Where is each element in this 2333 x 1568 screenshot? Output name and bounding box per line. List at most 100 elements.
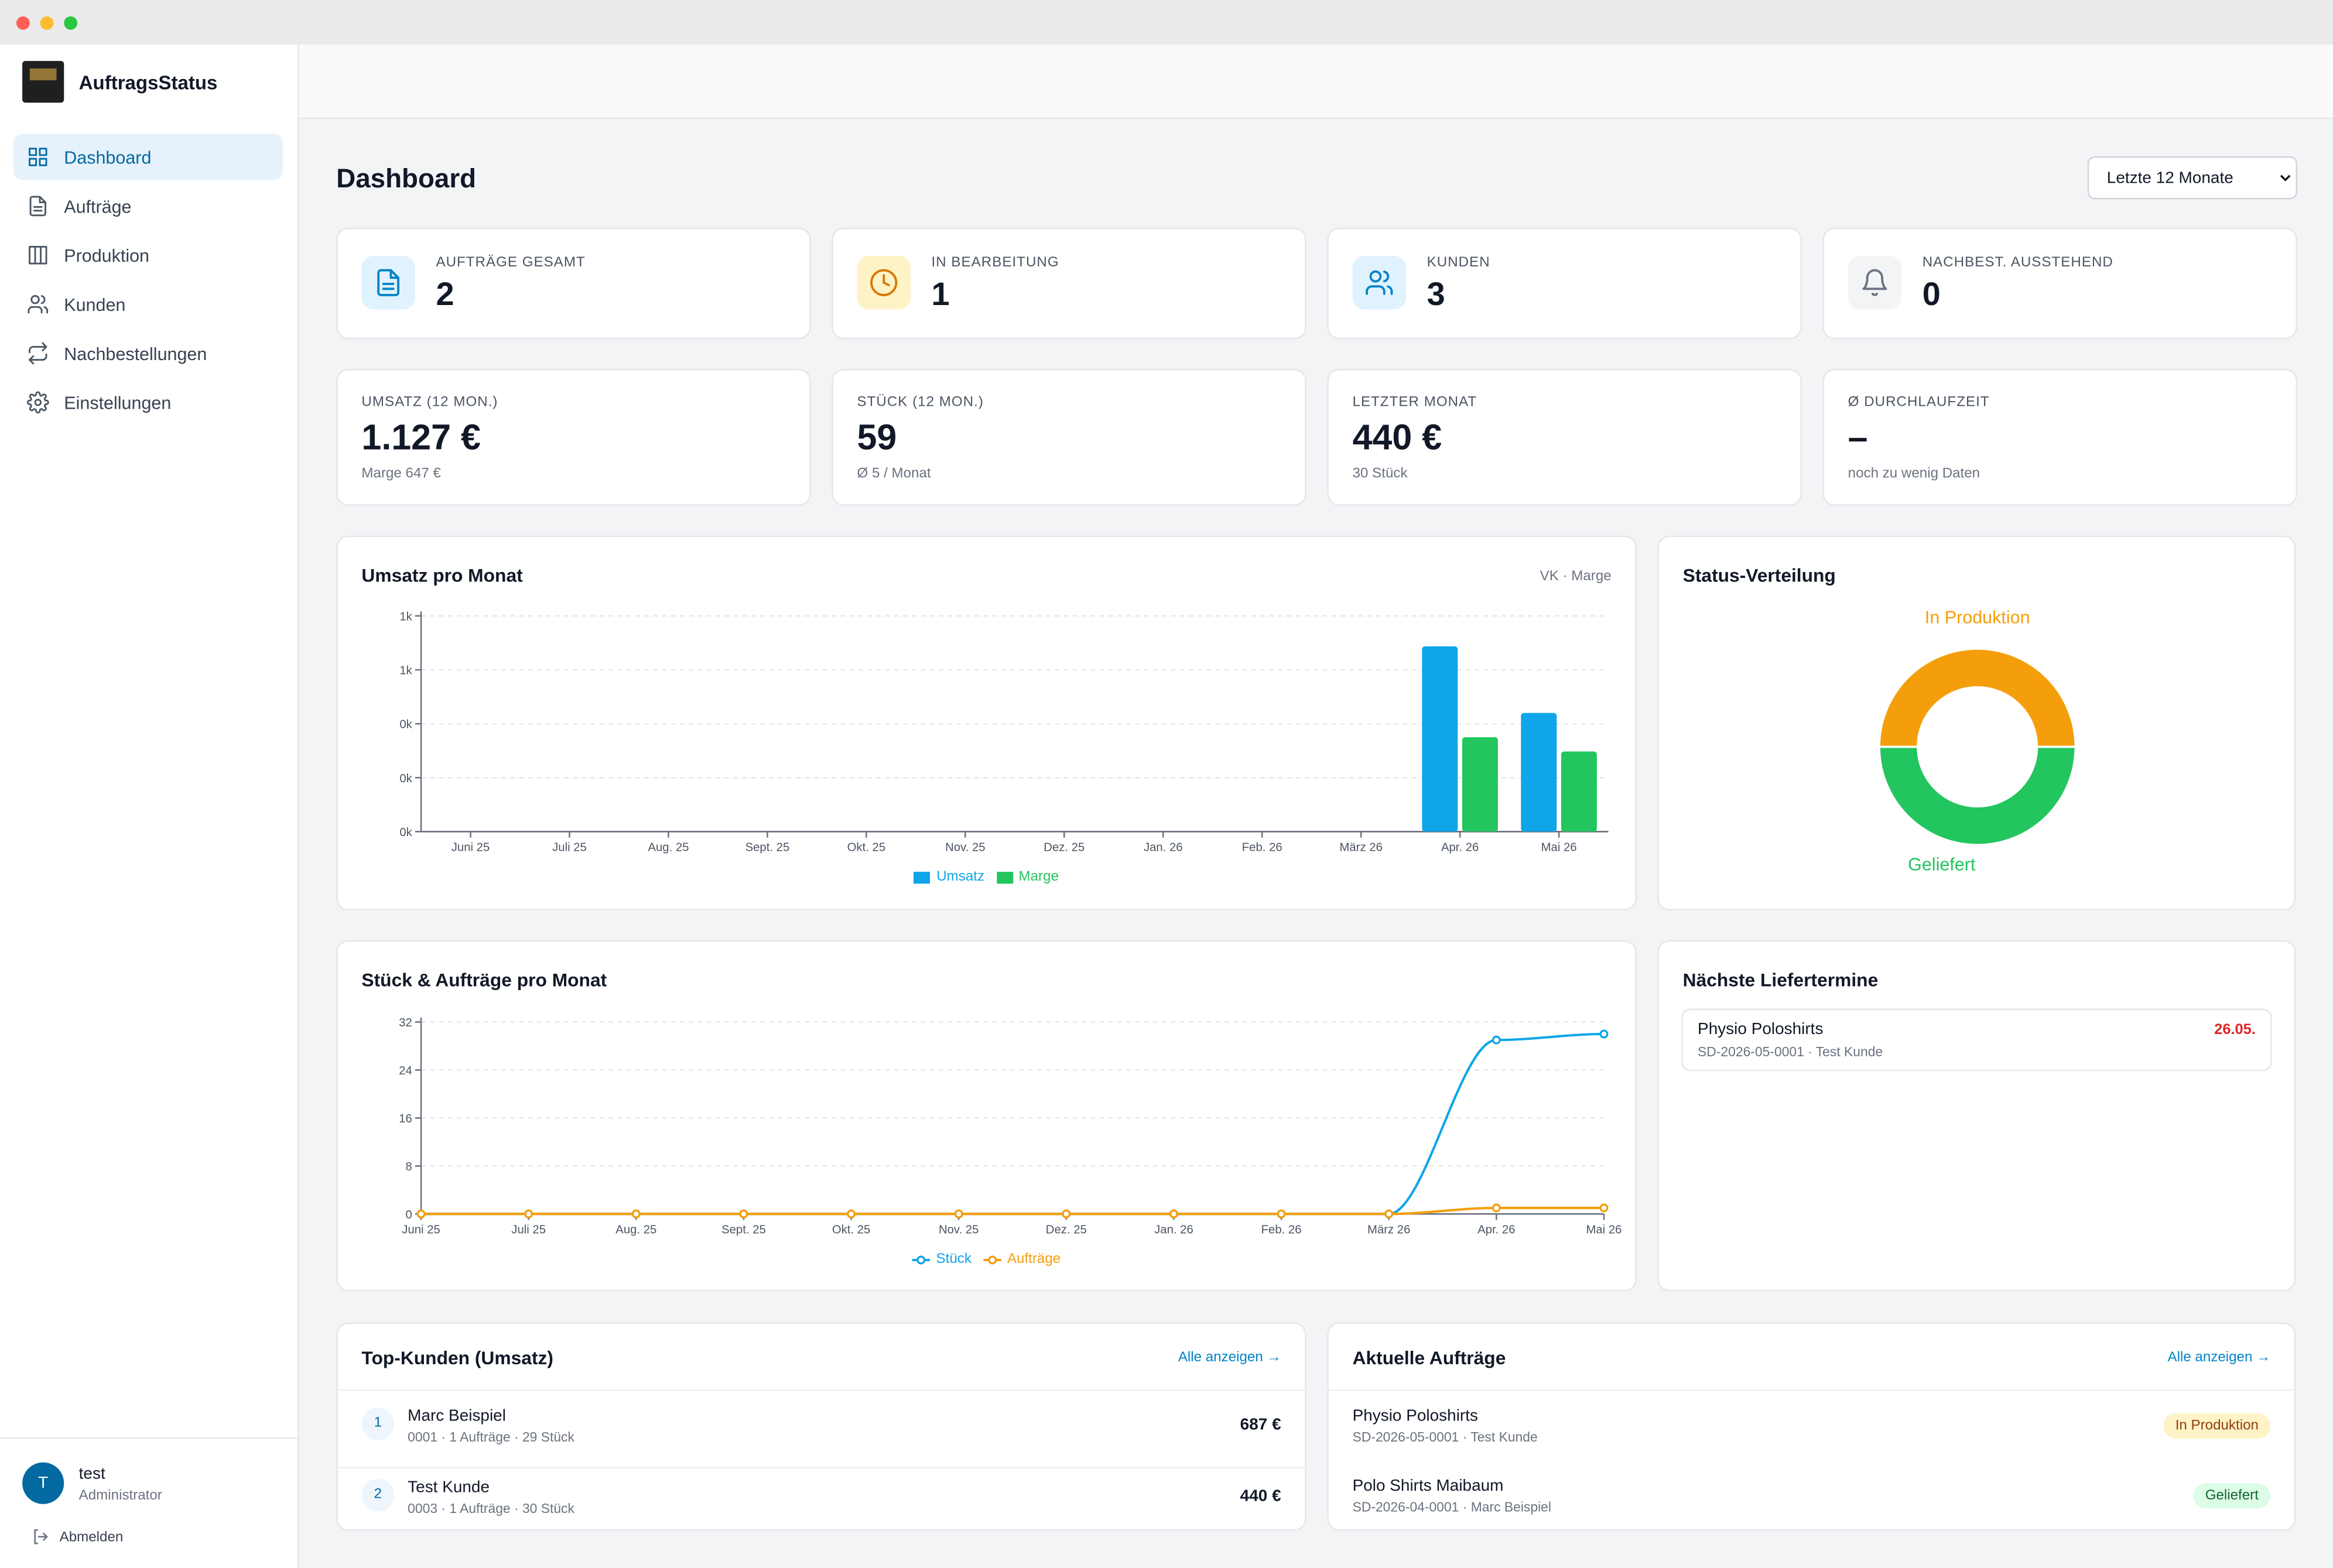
y-tick-label: 32 <box>399 1016 412 1029</box>
kpi-label: STÜCK (12 MON.) <box>857 394 984 411</box>
kpi-note: Ø 5 / Monat <box>857 465 931 482</box>
icon-path <box>870 269 898 296</box>
line-point <box>1492 1035 1501 1045</box>
bar <box>1422 646 1458 832</box>
stat-value: 1 <box>931 275 950 313</box>
icon-glyph <box>377 269 399 296</box>
nav-item[interactable]: Dashboard <box>13 133 283 180</box>
donut-slice <box>1878 745 2077 846</box>
legend-label: Umsatz <box>936 868 985 885</box>
legend: Umsatz Marge <box>338 869 1636 885</box>
chart-title: Stück & Aufträge pro Monat <box>361 970 607 991</box>
stat-card: NACHBEST. AUSSTEHEND 0 <box>1822 227 2297 340</box>
customer-amount: 440 € <box>1240 1487 1281 1506</box>
x-tick-label: Juli 25 <box>511 1223 546 1236</box>
x-tick-label: Jan. 26 <box>1144 841 1183 854</box>
icon-path <box>1862 269 1887 296</box>
nav-item[interactable]: Nachbestellungen <box>13 330 283 376</box>
show-all-link[interactable]: Alle anzeigen → <box>1178 1349 1281 1366</box>
legend-swatch <box>914 871 931 883</box>
nav-icon <box>29 342 47 365</box>
zoom-button[interactable] <box>64 16 78 30</box>
nav-item[interactable]: Aufträge <box>13 183 283 230</box>
x-tick-label: Aug. 25 <box>648 841 689 854</box>
quantity-chart-card: Stück & Aufträge pro Monat 0 8 16 24 32 Juni … <box>336 940 1637 1292</box>
top-bar <box>299 44 2333 119</box>
sidebar: AuftragsStatus Dashboard Aufträge Produkti… <box>0 44 299 1568</box>
x-tick-label: Juni 25 <box>402 1223 440 1236</box>
kpi-card: STÜCK (12 MON.) 59 Ø 5 / Monat <box>832 369 1306 506</box>
line-point <box>954 1209 963 1218</box>
icon-glyph <box>870 269 898 296</box>
recent-orders-card: Aktuelle Aufträge Alle anzeigen → Physio… <box>1327 1322 2296 1531</box>
stat-label: IN BEARBEITUNG <box>931 254 1059 271</box>
status-badge: Geliefert <box>2193 1483 2271 1509</box>
donut-slice <box>1878 647 2077 748</box>
nav-icon <box>29 196 46 217</box>
legend-swatch <box>996 871 1013 883</box>
nav-label: Kunden <box>64 295 126 316</box>
x-tick-label: Apr. 26 <box>1477 1223 1515 1236</box>
customer-meta: 0003 · 1 Aufträge · 30 Stück <box>408 1501 574 1516</box>
nav-icon <box>26 391 49 414</box>
x-tick-label: Feb. 26 <box>1261 1223 1302 1236</box>
period-select[interactable]: Letzte 12 Monate <box>2087 156 2297 200</box>
kpi-value: 1.127 € <box>361 417 481 458</box>
customer-name: Marc Beispiel <box>408 1407 506 1426</box>
line-point <box>631 1209 641 1218</box>
x-tick-label: Mai 26 <box>1541 841 1577 854</box>
chart-subtitle: VK · Marge <box>1540 568 1612 585</box>
x-tick-label: Mai 26 <box>1586 1223 1622 1236</box>
y-tick-label: 16 <box>399 1112 412 1125</box>
rank-badge: 1 <box>361 1407 395 1440</box>
line-series <box>421 1032 1604 1216</box>
order-meta: SD-2026-05-0001 · Test Kunde <box>1352 1429 1538 1445</box>
line-point <box>1384 1209 1394 1218</box>
user-name: test <box>78 1465 105 1484</box>
x-tick-label: Sept. 25 <box>721 1223 766 1236</box>
kpi-note: Marge 647 € <box>361 465 441 482</box>
delivery-item[interactable]: Physio Poloshirts SD-2026-05-0001 · Test … <box>1681 1008 2272 1071</box>
legend-item: Aufträge <box>983 1251 1061 1268</box>
close-button[interactable] <box>16 16 30 30</box>
x-tick-label: Aug. 25 <box>615 1223 656 1236</box>
kpi-note: noch zu wenig Daten <box>1848 465 1980 482</box>
icon-path <box>377 269 399 296</box>
legend-item: Stück <box>912 1251 971 1268</box>
y-tick-label: 0k <box>399 772 412 785</box>
customer-name: Test Kunde <box>408 1478 490 1497</box>
legend-item: Umsatz <box>914 869 984 885</box>
nav-item[interactable]: Einstellungen <box>13 379 283 426</box>
icon-path <box>26 391 49 414</box>
show-all-link[interactable]: Alle anzeigen → <box>2167 1349 2271 1366</box>
nav-label: Nachbestellungen <box>64 343 207 365</box>
logout-link[interactable]: Abmelden <box>59 1529 124 1546</box>
stat-icon <box>1848 256 1902 310</box>
bar <box>1462 737 1498 832</box>
top-customers-card: Top-Kunden (Umsatz) Alle anzeigen → 1 Mar… <box>336 1322 1306 1531</box>
line-chart: 0 8 16 24 32 Juni 25 Juli 25 Aug. 25 Sept. 25 Okt… <box>399 1016 1622 1236</box>
stat-icon <box>1352 256 1407 310</box>
order-name: Polo Shirts Maibaum <box>1352 1477 1504 1495</box>
nav-label: Dashboard <box>64 147 152 169</box>
user-role: Administrator <box>78 1487 162 1504</box>
nav-icon <box>29 246 47 265</box>
stat-value: 2 <box>436 275 454 313</box>
stat-icon <box>857 256 911 310</box>
stat-label: NACHBEST. AUSSTEHEND <box>1922 254 2113 271</box>
order-name: Physio Poloshirts <box>1352 1407 1478 1426</box>
kpi-value: 440 € <box>1352 417 1442 458</box>
nav-item[interactable]: Produktion <box>13 232 283 278</box>
x-tick-label: Jan. 26 <box>1154 1223 1193 1236</box>
nav-item[interactable]: Kunden <box>13 281 283 327</box>
nav-label: Aufträge <box>64 196 132 217</box>
kpi-label: UMSATZ (12 MON.) <box>361 394 498 411</box>
y-tick-label: 1k <box>399 665 412 677</box>
minimize-button[interactable] <box>40 16 54 30</box>
icon-path <box>1366 270 1393 295</box>
chevron <box>2280 174 2291 182</box>
legend-dot <box>916 1255 926 1264</box>
